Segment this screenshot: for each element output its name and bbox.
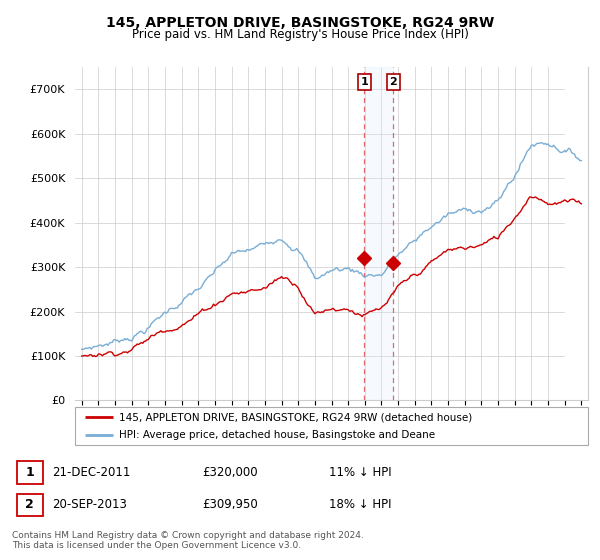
Text: 1: 1 [361, 77, 368, 87]
Text: £309,950: £309,950 [202, 498, 258, 511]
Text: 1: 1 [25, 466, 34, 479]
FancyBboxPatch shape [17, 493, 43, 516]
FancyBboxPatch shape [75, 407, 588, 445]
Bar [364, 67, 394, 400]
Text: Contains HM Land Registry data © Crown copyright and database right 2024.
This d: Contains HM Land Registry data © Crown c… [12, 531, 364, 550]
Text: 18% ↓ HPI: 18% ↓ HPI [329, 498, 391, 511]
Text: 11% ↓ HPI: 11% ↓ HPI [329, 466, 391, 479]
Text: Price paid vs. HM Land Registry's House Price Index (HPI): Price paid vs. HM Land Registry's House … [131, 28, 469, 41]
Text: HPI: Average price, detached house, Basingstoke and Deane: HPI: Average price, detached house, Basi… [119, 430, 435, 440]
Text: £320,000: £320,000 [202, 466, 258, 479]
Text: 145, APPLETON DRIVE, BASINGSTOKE, RG24 9RW: 145, APPLETON DRIVE, BASINGSTOKE, RG24 9… [106, 16, 494, 30]
Text: 145, APPLETON DRIVE, BASINGSTOKE, RG24 9RW (detached house): 145, APPLETON DRIVE, BASINGSTOKE, RG24 9… [119, 412, 472, 422]
FancyBboxPatch shape [17, 461, 43, 484]
Text: 2: 2 [389, 77, 397, 87]
Bar [565, 67, 600, 400]
Text: 20-SEP-2013: 20-SEP-2013 [52, 498, 127, 511]
Text: 2: 2 [25, 498, 34, 511]
Text: 21-DEC-2011: 21-DEC-2011 [52, 466, 131, 479]
